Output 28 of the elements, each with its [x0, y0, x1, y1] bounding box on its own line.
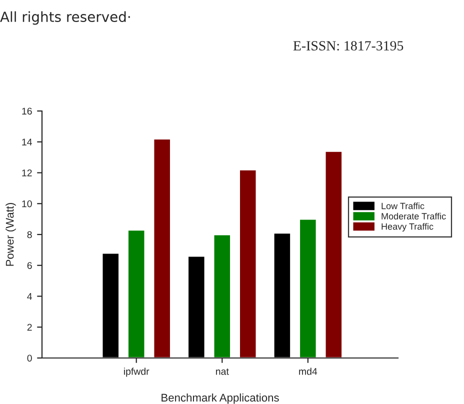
bar	[152, 138, 172, 358]
y-tick-label: 10	[22, 200, 32, 208]
x-tick-label: ipfwdr	[124, 368, 150, 377]
y-tick-label: 14	[22, 138, 32, 146]
text: E-ISSN: 1817-3195	[293, 41, 404, 51]
bar	[238, 168, 258, 358]
bar	[212, 234, 232, 358]
y-axis-title: Power (Watt)	[6, 202, 16, 266]
bar	[298, 218, 318, 358]
legend-label: Low Traffic	[382, 202, 424, 210]
legend-label: Moderate Traffic	[382, 212, 446, 220]
y-tick-label: 4	[27, 293, 32, 300]
x-axis-title: Benchmark Applications	[162, 393, 279, 404]
y-tick-label: 0	[27, 354, 32, 362]
bar	[101, 252, 120, 358]
x-tick-label: nat	[216, 368, 229, 375]
y-tick-label: 12	[22, 169, 32, 176]
bar	[324, 150, 343, 358]
y-tick-label: 2	[27, 324, 32, 331]
bar	[272, 232, 292, 358]
bar	[127, 229, 146, 358]
y-tick-label: 16	[22, 108, 32, 115]
y-tick-label: 6	[27, 262, 32, 269]
bar	[187, 255, 206, 358]
legend-label: Heavy Traffic	[382, 223, 434, 232]
x-tick-label: md4	[299, 368, 318, 375]
y-tick-label: 8	[27, 231, 32, 238]
text: All rights reserved·	[0, 11, 130, 25]
